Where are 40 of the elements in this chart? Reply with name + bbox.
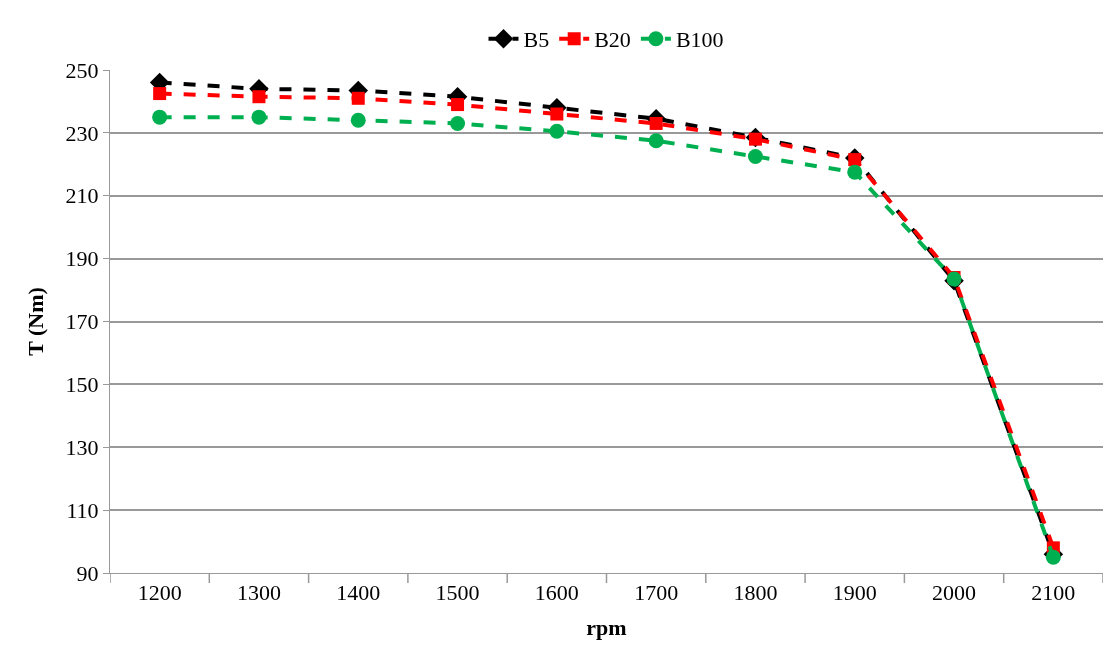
x-axis-title: rpm xyxy=(586,615,627,641)
y-tick-label: 230 xyxy=(65,120,99,146)
point xyxy=(252,90,266,104)
legend-label: B20 xyxy=(594,27,631,53)
point xyxy=(847,164,863,180)
point xyxy=(848,153,862,167)
y-tick-label: 90 xyxy=(76,560,99,586)
point xyxy=(450,115,466,131)
x-tick-label: 1700 xyxy=(634,580,679,606)
point xyxy=(451,98,465,112)
y-tick-label: 190 xyxy=(65,246,99,272)
x-tick-label: 2000 xyxy=(932,580,977,606)
x-tick-label: 1800 xyxy=(733,580,778,606)
x-tick-label: 1300 xyxy=(236,580,281,606)
y-tick-label: 170 xyxy=(65,309,99,335)
legend-label: B5 xyxy=(523,27,550,53)
legend-label: B100 xyxy=(675,27,724,53)
x-tick-label: 1900 xyxy=(832,580,877,606)
point xyxy=(152,109,168,125)
y-axis-title: T (Nm) xyxy=(23,287,49,356)
point xyxy=(1045,549,1061,565)
x-tick-label: 1200 xyxy=(137,580,182,606)
y-tick-label: 130 xyxy=(65,434,99,460)
point xyxy=(649,116,663,130)
point xyxy=(549,123,565,139)
point xyxy=(350,112,366,128)
y-tick-label: 210 xyxy=(65,183,99,209)
x-tick-label: 1400 xyxy=(336,580,381,606)
x-tick-label: 1600 xyxy=(534,580,579,606)
point xyxy=(747,148,763,164)
x-tick-label: 1500 xyxy=(435,580,480,606)
y-tick-label: 250 xyxy=(65,57,99,83)
y-tick-label: 150 xyxy=(65,372,99,398)
x-tick-label: 2100 xyxy=(1031,580,1076,606)
point xyxy=(550,107,564,121)
y-tick-label: 110 xyxy=(66,497,99,523)
point xyxy=(351,91,365,105)
point xyxy=(648,133,664,149)
point xyxy=(153,87,167,101)
point xyxy=(251,109,267,125)
